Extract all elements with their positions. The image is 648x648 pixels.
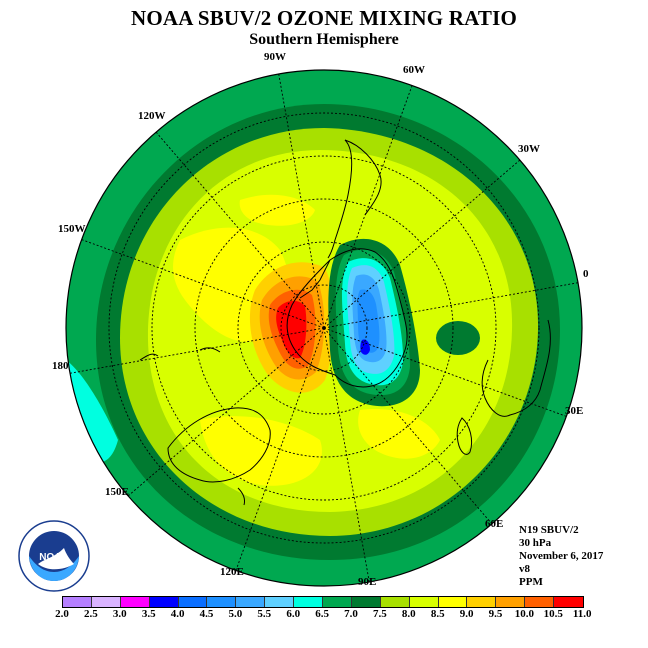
- map-title: NOAA SBUV/2 OZONE MIXING RATIO: [131, 6, 517, 30]
- legend-label: 9.5: [488, 608, 503, 620]
- legend-label: 5.0: [228, 608, 243, 620]
- legend-label: 2.0: [55, 608, 69, 620]
- legend-label: 4.5: [199, 608, 214, 620]
- legend-swatch: [91, 597, 121, 607]
- lon-label-90e: 90E: [358, 576, 376, 588]
- legend-swatch: [554, 597, 584, 607]
- legend-label: 4.0: [170, 608, 185, 620]
- legend-label: 9.0: [459, 608, 474, 620]
- longitude-labels: 90W 60W 30W 0 30E 60E 90E 120E 150E 180 …: [52, 51, 589, 588]
- lon-label-0: 0: [583, 268, 589, 280]
- legend-label: 3.0: [112, 608, 127, 620]
- legend-swatch: [178, 597, 208, 607]
- legend-label: 7.5: [373, 608, 387, 620]
- graticule: [66, 70, 582, 586]
- color-legend-labels: 2.0 2.5 3.0 3.5 4.0 4.5 5.0 5.5 6.0 6.5 7.0 7.5 8.0 8…: [55, 608, 600, 622]
- lon-label-30w: 30W: [518, 143, 540, 155]
- legend-swatch: [120, 597, 150, 607]
- info-date: November 6, 2017: [519, 550, 604, 562]
- legend-label: 7.0: [344, 608, 358, 620]
- lon-label-60w: 60W: [403, 64, 425, 76]
- legend-label: 8.5: [430, 608, 445, 620]
- legend-label: 2.5: [84, 608, 98, 620]
- legend-swatch: [323, 597, 352, 607]
- legend-swatch: [438, 597, 468, 607]
- legend-label: 6.0: [286, 608, 301, 620]
- legend-label: 5.5: [257, 608, 272, 620]
- legend-swatch: [236, 597, 266, 607]
- info-version: v8: [519, 563, 530, 575]
- noaa-logo: NOAA: [18, 520, 90, 592]
- legend-label: 11.0: [572, 608, 592, 620]
- lon-label-30e: 30E: [565, 405, 583, 417]
- legend-swatch: [380, 597, 410, 607]
- lon-label-120w: 120W: [138, 110, 166, 122]
- legend-swatch: [496, 597, 526, 607]
- legend-label: 10.5: [543, 608, 563, 620]
- legend-label: 6.5: [315, 608, 329, 620]
- info-satellite: N19 SBUV/2: [519, 524, 579, 536]
- legend-swatch: [525, 597, 555, 607]
- lon-label-150w: 150W: [58, 223, 86, 235]
- info-panel: N19 SBUV/2 30 hPa November 6, 2017 v8 PP…: [519, 524, 603, 589]
- legend-swatch: [149, 597, 179, 607]
- legend-label: 8.0: [401, 608, 416, 620]
- map-border: [65, 69, 583, 587]
- lon-label-60e: 60E: [485, 518, 503, 530]
- lon-label-180: 180: [52, 360, 69, 372]
- map-subtitle: Southern Hemisphere: [249, 31, 399, 48]
- legend-swatch: [207, 597, 237, 607]
- legend-swatch: [409, 597, 439, 607]
- legend-swatch: [467, 597, 497, 607]
- lon-label-150e: 150E: [105, 486, 129, 498]
- color-legend-bar: [62, 596, 585, 608]
- coastlines: [139, 139, 551, 506]
- legend-swatch: [294, 597, 324, 607]
- info-pressure: 30 hPa: [519, 537, 552, 549]
- lon-label-120e: 120E: [220, 566, 244, 578]
- lon-label-90w: 90W: [264, 51, 286, 63]
- legend-label: 10.0: [514, 608, 535, 620]
- legend-swatch: [63, 597, 92, 607]
- legend-swatch: [265, 597, 295, 607]
- legend-swatch: [351, 597, 381, 607]
- info-units: PPM: [519, 576, 543, 588]
- legend-label: 3.5: [141, 608, 156, 620]
- logo-text: NOAA: [39, 552, 68, 563]
